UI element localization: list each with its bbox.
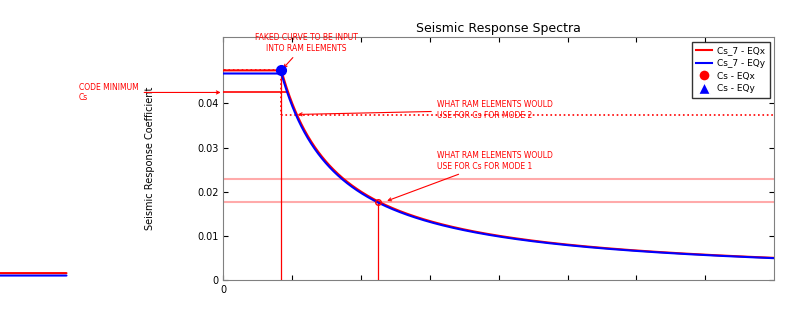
Y-axis label: Seismic Response Coefficient: Seismic Response Coefficient: [145, 87, 156, 230]
Cs_7 - EQy: [454, 227, 464, 231]
Cs_7 - EQy: [219, 72, 228, 75]
Cs_7 - EQx: [219, 68, 228, 72]
Legend: Cs_7 - EQx, Cs_7 - EQy, Cs - EQx, Cs - EQy: Cs_7 - EQx, Cs_7 - EQy, Cs - EQx, Cs - E…: [692, 42, 769, 98]
Cs_7 - EQx: [450, 225, 460, 229]
Cs_7 - EQx: [480, 232, 490, 235]
Cs_7 - EQy: [450, 226, 460, 230]
Line: Cs_7 - EQy: Cs_7 - EQy: [223, 73, 774, 258]
Text: FAKED CURVE TO BE INPUT
INTO RAM ELEMENTS: FAKED CURVE TO BE INPUT INTO RAM ELEMENT…: [255, 33, 358, 67]
Text: WHAT RAM ELEMENTS WOULD
USE FOR Cs FOR MODE 2: WHAT RAM ELEMENTS WOULD USE FOR Cs FOR M…: [299, 100, 553, 120]
Cs_7 - EQx: [277, 68, 286, 72]
Text: WHAT RAM ELEMENTS WOULD
USE FOR Cs FOR MODE 1: WHAT RAM ELEMENTS WOULD USE FOR Cs FOR M…: [389, 151, 553, 201]
Cs_7 - EQy: [753, 256, 762, 259]
Title: Seismic Response Spectra: Seismic Response Spectra: [417, 22, 581, 35]
Cs_7 - EQy: [480, 232, 490, 236]
Cs_7 - EQx: [753, 255, 762, 259]
Cs_7 - EQx: [725, 254, 735, 258]
Cs_7 - EQy: [725, 254, 734, 258]
Cs_7 - EQx: [769, 256, 779, 260]
Text: CODE MINIMUM
Cs: CODE MINIMUM Cs: [79, 83, 219, 102]
Cs_7 - EQx: [455, 227, 464, 230]
Cs_7 - EQy: [618, 248, 628, 252]
Cs_7 - EQx: [618, 248, 628, 251]
Line: Cs_7 - EQx: Cs_7 - EQx: [223, 70, 774, 258]
Cs_7 - EQy: [769, 256, 779, 260]
